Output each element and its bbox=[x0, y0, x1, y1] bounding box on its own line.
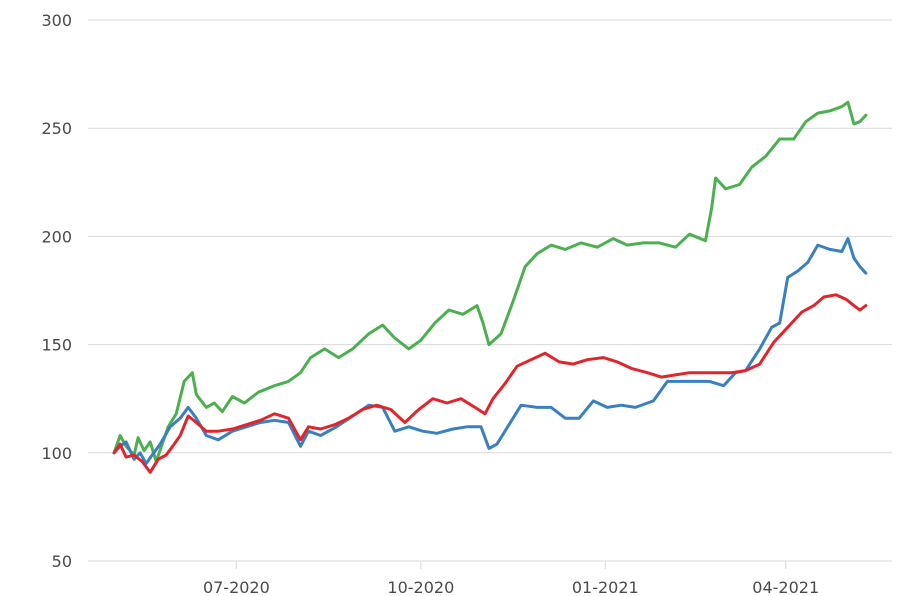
series-lines bbox=[112, 100, 868, 474]
series-line-1 bbox=[112, 100, 868, 463]
series-line-2 bbox=[112, 237, 868, 466]
gridlines bbox=[88, 19, 892, 562]
y-tick-label: 200 bbox=[41, 227, 72, 246]
x-tick-label: 01-2021 bbox=[572, 578, 639, 596]
x-tick-label: 04-2021 bbox=[752, 578, 819, 596]
x-tick-label: 07-2020 bbox=[203, 578, 270, 596]
y-tick-label: 300 bbox=[41, 11, 72, 30]
y-tick-label: 250 bbox=[41, 119, 72, 138]
y-tick-label: 100 bbox=[41, 444, 72, 463]
y-axis-ticks: 50 100 150 200 250 300 bbox=[41, 11, 72, 571]
y-tick-label: 50 bbox=[52, 552, 72, 571]
series-line-3 bbox=[112, 293, 868, 474]
y-tick-label: 150 bbox=[41, 336, 72, 355]
x-axis-ticks: 07-2020 10-2020 01-2021 04-2021 bbox=[203, 561, 819, 596]
x-tick-label: 10-2020 bbox=[387, 578, 454, 596]
